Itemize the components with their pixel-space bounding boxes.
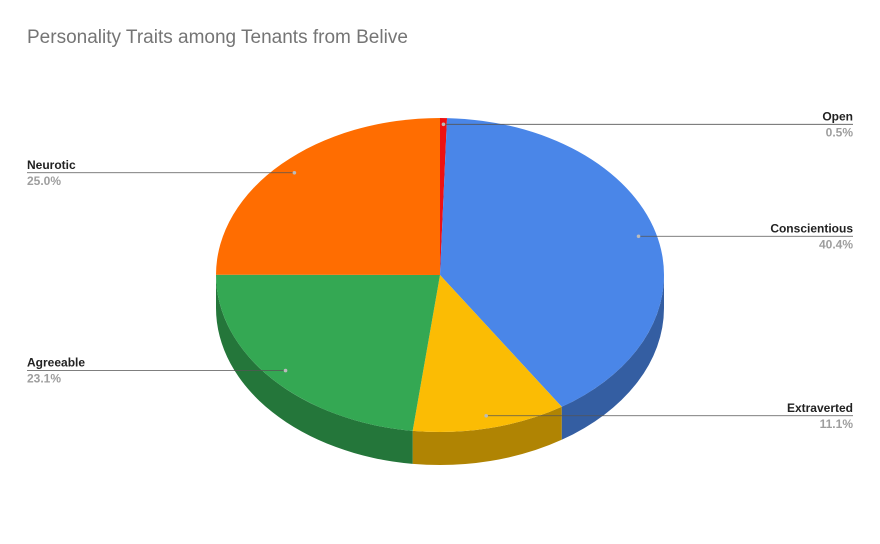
value-label-neurotic: 25.0%: [27, 174, 61, 188]
slice-neurotic: [216, 118, 440, 275]
label-conscientious: Conscientious: [770, 221, 853, 235]
pie-labels: Open 0.5% Conscientious 40.4% Extraverted 11.…: [27, 109, 854, 431]
chart-title: Personality Traits among Tenants from Be…: [27, 27, 408, 48]
slice-agreeable: [216, 274, 440, 431]
slice-side-conscientious: [561, 275, 664, 440]
value-label-open: 0.5%: [826, 125, 854, 139]
label-open: Open: [822, 109, 853, 123]
slice-open: [440, 118, 448, 275]
leader-dot-open: [441, 122, 446, 127]
label-agreeable: Agreeable: [27, 356, 85, 370]
leader-dot-extraverted: [484, 413, 488, 418]
slice-side-extraverted: [412, 406, 562, 465]
label-neurotic: Neurotic: [27, 158, 76, 172]
leader-dot-conscientious: [636, 234, 641, 239]
slice-conscientious: [440, 118, 664, 407]
slice-side-agreeable: [216, 275, 413, 464]
value-label-conscientious: 40.4%: [819, 237, 853, 251]
label-extraverted: Extraverted: [787, 401, 853, 415]
value-label-extraverted: 11.1%: [820, 417, 854, 431]
leader-dot-neurotic: [292, 170, 297, 175]
leader-dot-agreeable: [283, 368, 288, 373]
pie-top: [216, 118, 664, 432]
value-label-agreeable: 23.1%: [27, 372, 61, 386]
pie-sides: [216, 275, 664, 465]
slice-extraverted: [412, 275, 562, 432]
